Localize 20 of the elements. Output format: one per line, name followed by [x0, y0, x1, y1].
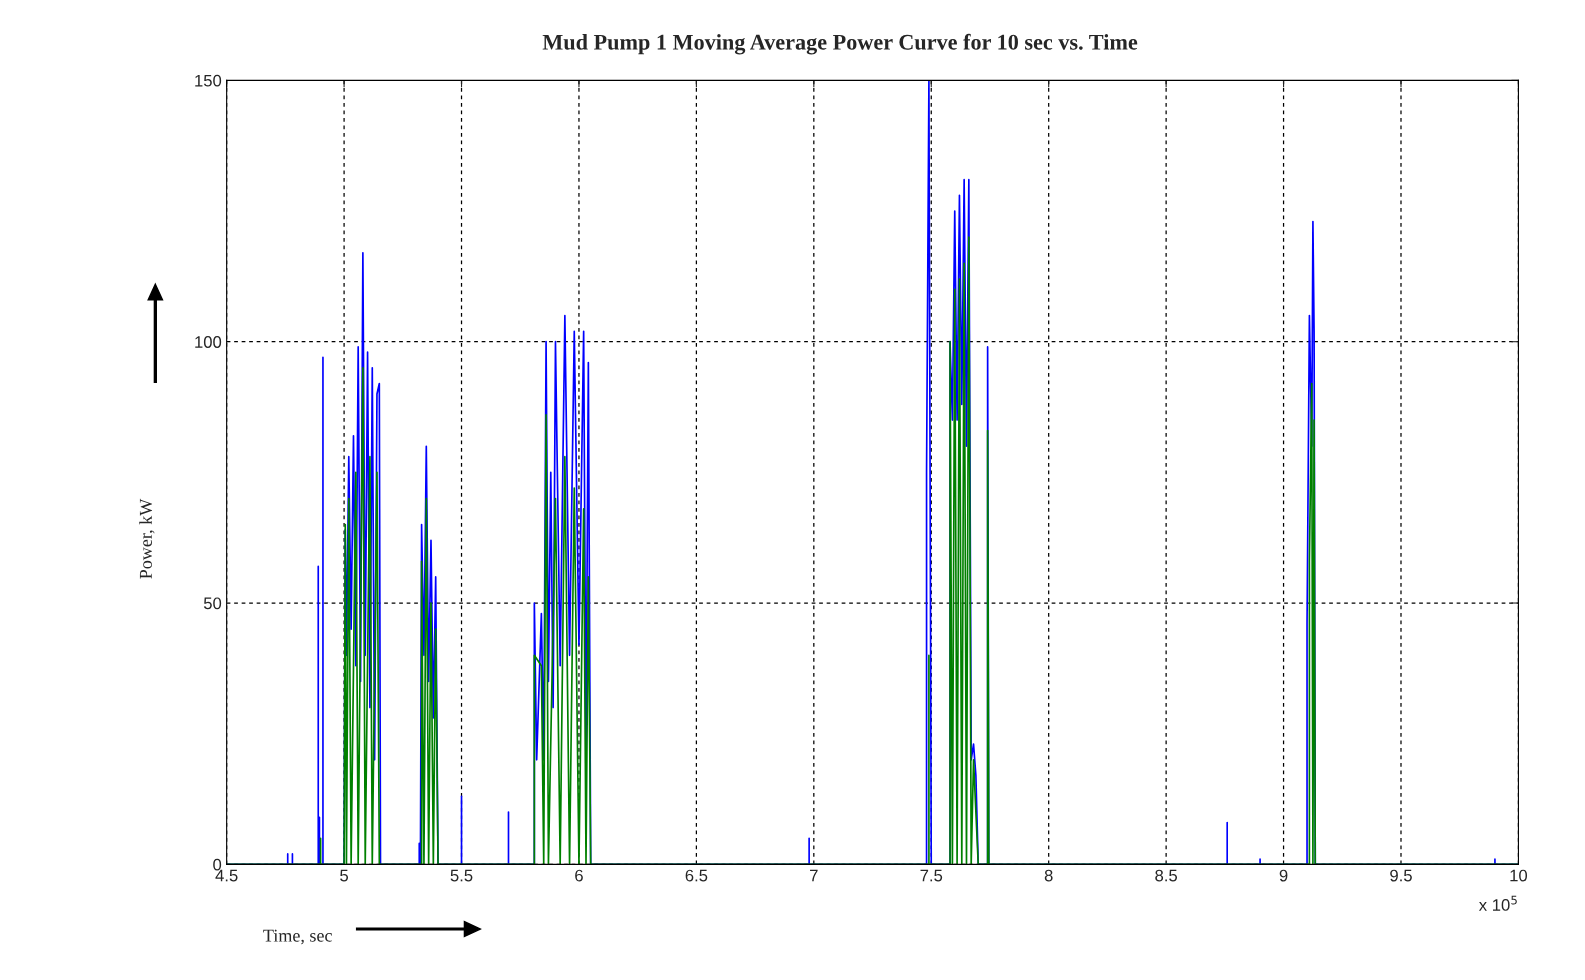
x-tick-label: 4.5	[215, 869, 238, 882]
x-tick-label: 6.5	[685, 869, 708, 882]
x-tick-label: 7	[810, 869, 818, 882]
y-tick-label: 150	[195, 74, 222, 87]
text: x 10$^{5}$	[1478, 895, 1517, 911]
x-tick-label: 10	[1510, 869, 1528, 882]
y-tick-label: 0	[213, 858, 222, 871]
x-tick-label: 9.5	[1390, 869, 1412, 882]
x-axis-title: Time, sec	[263, 929, 332, 945]
x-tick-label: 8	[1044, 869, 1053, 882]
chart-title: Mud Pump 1 Moving Average Power Curve for 10 sec vs. Time	[542, 33, 1138, 55]
x-tick-label: 6	[575, 869, 583, 882]
x-tick-label: 5.5	[450, 869, 473, 882]
x-tick-label: 8.5	[1155, 869, 1178, 882]
x-tick-label: 5	[340, 869, 349, 882]
x-tick-label: 7.5	[920, 869, 943, 882]
y-tick-label: 50	[203, 597, 222, 610]
y-tick-label: 100	[195, 336, 222, 348]
y-axis-title: Power, kW	[139, 498, 155, 579]
x-tick-label: 9	[1279, 869, 1288, 882]
